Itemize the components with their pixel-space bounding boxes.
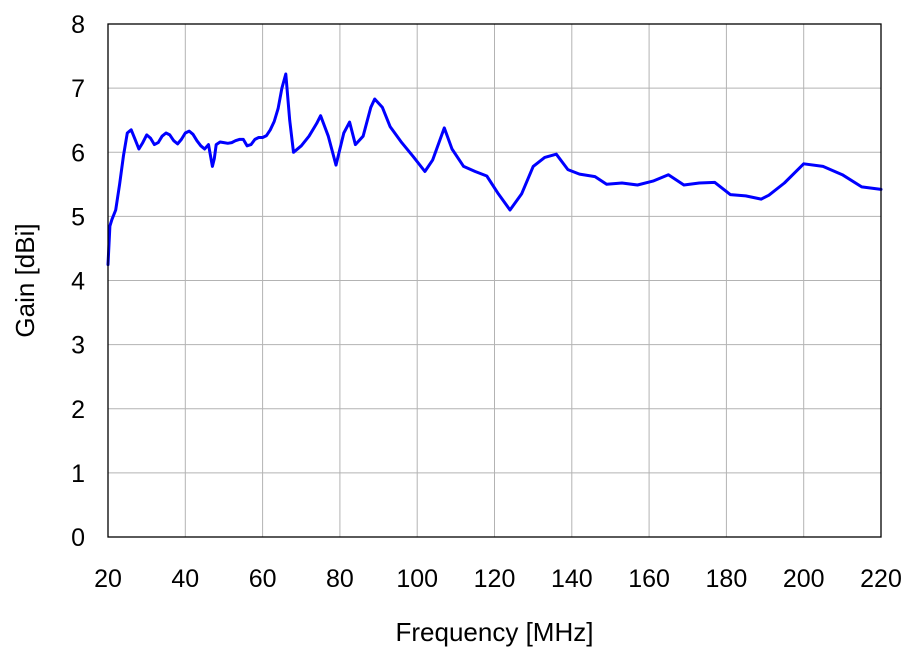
- y-tick-label: 2: [71, 396, 85, 424]
- x-tick-label: 40: [171, 565, 199, 593]
- x-tick-label: 140: [551, 565, 593, 593]
- y-tick-label: 0: [71, 524, 85, 552]
- x-tick-label: 180: [706, 565, 748, 593]
- gain-series-line: [106, 72, 883, 266]
- x-tick-label: 100: [396, 565, 438, 593]
- x-axis-title: Frequency [MHz]: [396, 617, 594, 647]
- y-tick-label: 6: [71, 139, 85, 167]
- y-tick-label: 5: [71, 203, 85, 231]
- series-layer: [106, 72, 883, 266]
- y-tick-label: 1: [71, 460, 85, 488]
- x-tick-label: 160: [628, 565, 670, 593]
- y-tick-label: 3: [71, 332, 85, 360]
- y-axis-ticks: 0 1 2 3 4 5 6 7 8: [71, 11, 85, 552]
- x-tick-label: 200: [783, 565, 825, 593]
- plot-frame: [107, 23, 882, 538]
- y-tick-label: 7: [71, 75, 85, 103]
- grid: [108, 24, 881, 537]
- x-tick-label: 220: [860, 565, 902, 593]
- x-axis-ticks: 20 40 60 80 100 120 140 160 180 200 220: [94, 565, 902, 593]
- y-axis-title: Gain [dBi]: [10, 223, 40, 337]
- x-tick-label: 20: [94, 565, 122, 593]
- x-tick-label: 120: [474, 565, 516, 593]
- y-tick-label: 8: [71, 11, 85, 39]
- x-tick-label: 80: [326, 565, 354, 593]
- x-tick-label: 60: [249, 565, 277, 593]
- y-tick-label: 4: [71, 268, 85, 296]
